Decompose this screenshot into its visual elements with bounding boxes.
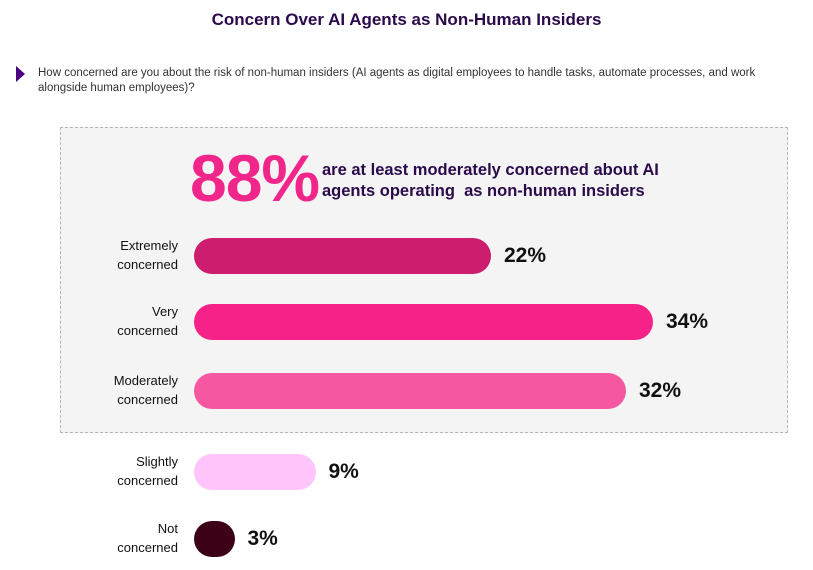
category-label: Slightly concerned <box>38 452 178 490</box>
category-label-line: concerned <box>117 323 178 338</box>
survey-question: How concerned are you about the risk of … <box>38 67 756 94</box>
headline-text-line1: are at least moderately concerned about … <box>322 161 659 179</box>
category-label-line: Slightly <box>136 454 178 469</box>
headline-text-line2: agents operating as non-human insiders <box>322 182 645 200</box>
value-label: 32% <box>639 379 682 402</box>
value-label: 34% <box>666 310 709 333</box>
category-label: Not concerned <box>38 519 178 557</box>
question-marker-icon <box>16 66 25 82</box>
category-label: Very concerned <box>38 302 178 340</box>
category-label-line: Moderately <box>113 373 178 388</box>
category-label-line: Very <box>151 304 178 319</box>
category-label-line: concerned <box>117 392 178 407</box>
value-label: 22% <box>504 244 547 267</box>
bar <box>194 304 653 340</box>
headline-text: are at least moderately concerned about … <box>322 160 742 202</box>
category-label-line: Not <box>157 521 178 536</box>
headline-stat: 88% <box>190 141 320 215</box>
category-label: Extremely concerned <box>38 236 178 274</box>
bar <box>194 238 491 274</box>
value-label: 3% <box>247 527 278 550</box>
bar <box>194 454 316 490</box>
bar <box>194 521 235 557</box>
category-label-line: concerned <box>117 257 178 272</box>
bar <box>194 373 626 409</box>
category-label: Moderately concerned <box>38 371 178 409</box>
category-label-line: concerned <box>117 473 178 488</box>
category-label-line: Extremely <box>120 238 178 253</box>
value-label: 9% <box>328 460 359 483</box>
chart-title: Concern Over AI Agents as Non-Human Insi… <box>211 10 602 29</box>
category-label-line: concerned <box>117 540 178 555</box>
